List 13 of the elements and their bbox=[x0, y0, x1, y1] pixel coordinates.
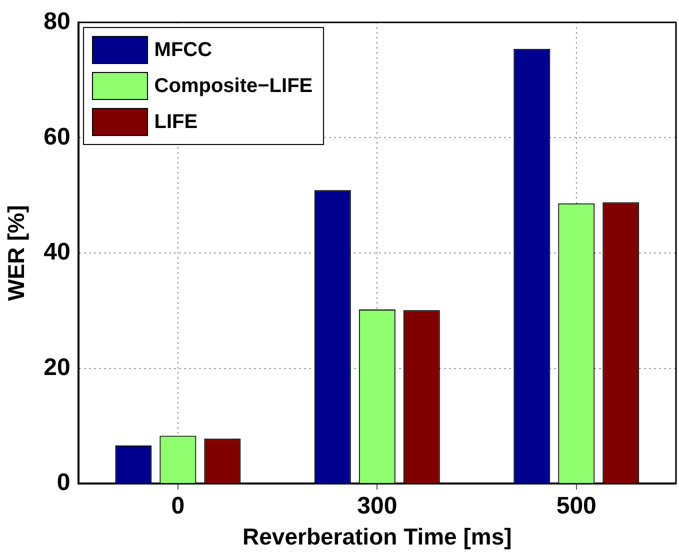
legend-label: Composite−LIFE bbox=[154, 74, 313, 98]
legend-label: MFCC bbox=[154, 38, 212, 62]
y-tick-label: 0 bbox=[56, 469, 70, 496]
y-tick-label: 80 bbox=[44, 8, 70, 36]
x-axis-title: Reverberation Time [ms] bbox=[242, 524, 512, 550]
legend-label: LIFE bbox=[154, 110, 198, 134]
x-tick-label: 300 bbox=[357, 492, 398, 520]
x-tick-label: 0 bbox=[171, 492, 185, 520]
y-tick-label: 60 bbox=[44, 123, 70, 150]
y-tick-label: 20 bbox=[44, 354, 70, 381]
y-axis-title: WER [%] bbox=[3, 205, 30, 301]
y-tick-label: 40 bbox=[44, 238, 70, 266]
x-tick-label: 500 bbox=[556, 492, 596, 520]
